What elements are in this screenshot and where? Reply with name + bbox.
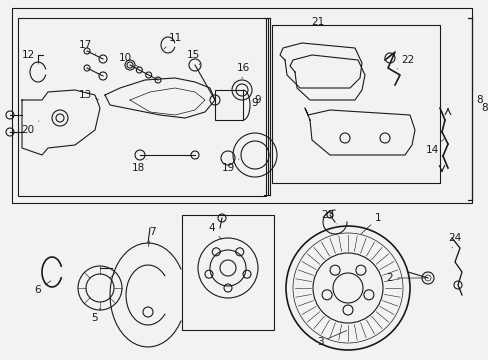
Text: 9: 9 xyxy=(251,98,258,108)
Text: 12: 12 xyxy=(21,50,39,64)
Text: 11: 11 xyxy=(163,33,181,49)
Text: 7: 7 xyxy=(148,227,155,247)
Text: 13: 13 xyxy=(78,90,99,100)
Bar xyxy=(182,215,273,330)
Text: 2: 2 xyxy=(386,273,425,283)
Text: 17: 17 xyxy=(78,40,96,54)
Text: 24: 24 xyxy=(447,233,461,248)
Bar xyxy=(12,8,471,203)
Bar xyxy=(271,25,439,183)
Text: 8: 8 xyxy=(476,95,482,105)
Text: 4: 4 xyxy=(208,223,221,239)
Text: 1: 1 xyxy=(360,213,381,234)
Text: 14: 14 xyxy=(425,139,443,155)
Text: 9: 9 xyxy=(254,95,261,105)
Text: 8: 8 xyxy=(480,103,487,113)
Text: 5: 5 xyxy=(92,308,100,323)
Text: 22: 22 xyxy=(396,55,414,69)
Text: 18: 18 xyxy=(131,159,147,173)
Bar xyxy=(215,90,243,120)
Text: 3: 3 xyxy=(316,330,346,347)
Text: 21: 21 xyxy=(311,17,324,27)
Text: 20: 20 xyxy=(21,121,39,135)
Text: 15: 15 xyxy=(186,50,200,65)
Text: 10: 10 xyxy=(118,53,139,67)
Bar xyxy=(18,18,265,196)
Text: 23: 23 xyxy=(321,210,336,224)
Text: 19: 19 xyxy=(221,159,239,173)
Text: 16: 16 xyxy=(236,63,249,78)
Text: 6: 6 xyxy=(35,281,51,295)
